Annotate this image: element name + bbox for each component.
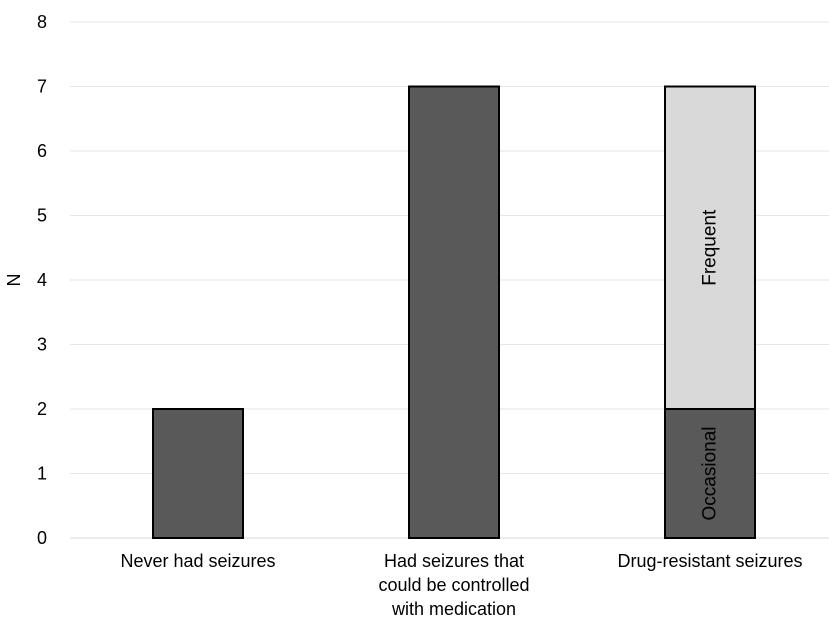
bar-segment: [664, 408, 756, 539]
y-tick-label: 1: [37, 464, 47, 484]
x-tick-label: Had seizures that could be controlled with…: [378, 551, 529, 619]
y-tick-label: 6: [37, 141, 47, 161]
y-axis-ticks: 0 1 2 3 4 5 6 7 8: [37, 12, 47, 548]
x-tick-label-line: could be controlled: [378, 575, 529, 595]
bar-segment: [152, 408, 244, 539]
y-axis-label: N: [4, 274, 24, 287]
y-tick-label: 8: [37, 12, 47, 32]
y-tick-label: 2: [37, 399, 47, 419]
y-tick-label: 0: [37, 528, 47, 548]
x-tick-label-line: Had seizures that: [384, 551, 524, 571]
bars: Occasional Frequent: [152, 85, 756, 539]
bar-segment: [408, 85, 500, 539]
x-axis-ticks: Never had seizures Had seizures that could…: [120, 551, 802, 619]
x-tick-label-line: Drug-resistant seizures: [617, 551, 802, 571]
y-tick-label: 7: [37, 77, 47, 97]
x-tick-label-line: with medication: [391, 599, 516, 619]
x-tick-label: Never had seizures: [120, 551, 275, 571]
y-tick-label: 4: [37, 270, 47, 290]
y-tick-label: 5: [37, 206, 47, 226]
bar-segment: [664, 85, 756, 410]
segment-label: Occasional: [700, 427, 721, 521]
x-tick-label: Drug-resistant seizures: [617, 551, 802, 571]
segment-label: Frequent: [700, 209, 721, 286]
x-tick-label-line: Never had seizures: [120, 551, 275, 571]
y-tick-label: 3: [37, 335, 47, 355]
